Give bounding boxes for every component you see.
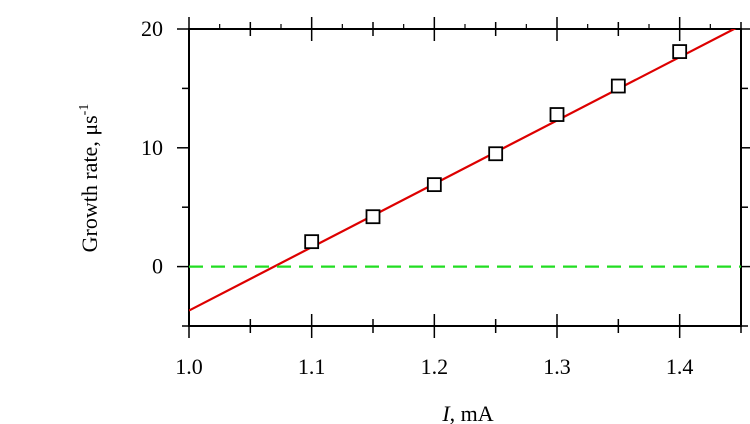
tick-labels: 1.0 1.1 1.2 1.3 1.4 0 10 20 bbox=[141, 16, 693, 379]
plot-border bbox=[188, 28, 742, 327]
series-layer bbox=[189, 29, 741, 312]
y-tick-label: 10 bbox=[141, 135, 163, 160]
x-tick-label: 1.0 bbox=[175, 354, 203, 379]
x-axis-label: I, mA bbox=[441, 401, 493, 424]
data-point-square bbox=[488, 146, 504, 162]
y-tick-label: 0 bbox=[152, 254, 163, 279]
axis-ticks bbox=[177, 17, 750, 338]
x-tick-label: 1.4 bbox=[666, 354, 694, 379]
x-tick-label: 1.1 bbox=[298, 354, 326, 379]
data-point-square bbox=[365, 209, 381, 225]
data-point-square bbox=[426, 177, 442, 193]
data-point-square bbox=[672, 44, 688, 59]
y-axis-label: Growth rate, μs-1 bbox=[77, 104, 102, 253]
y-tick-label: 20 bbox=[141, 16, 163, 41]
plot-frame bbox=[188, 28, 742, 327]
data-point-square bbox=[610, 78, 626, 94]
data-point-square bbox=[549, 107, 565, 122]
data-point-square bbox=[304, 234, 320, 250]
fit-line bbox=[189, 29, 737, 312]
x-tick-label: 1.3 bbox=[543, 354, 571, 379]
x-tick-label: 1.2 bbox=[421, 354, 449, 379]
